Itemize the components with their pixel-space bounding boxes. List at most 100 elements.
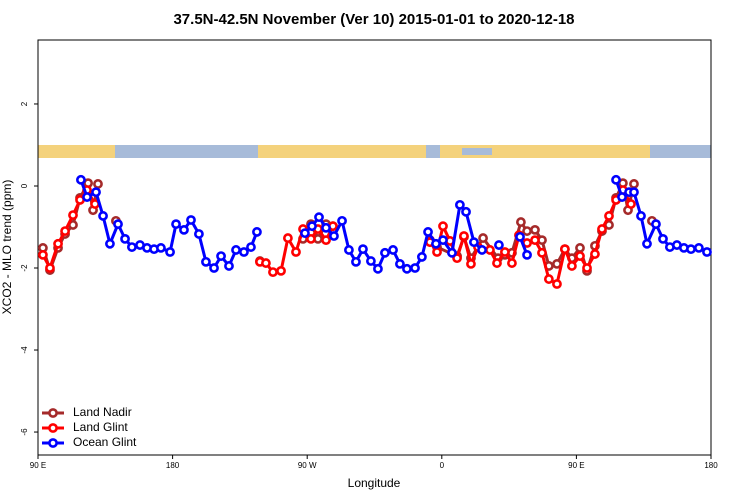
data-point <box>466 259 476 269</box>
legend-marker <box>48 408 58 418</box>
data-point <box>567 261 577 271</box>
y-tick-label: -2 <box>20 264 29 272</box>
legend-marker <box>48 438 58 448</box>
legend-marker <box>48 423 58 433</box>
data-point <box>209 263 219 273</box>
data-point <box>410 263 420 273</box>
data-point <box>522 249 532 260</box>
land-band <box>258 145 426 158</box>
data-point <box>337 215 347 226</box>
data-point <box>216 251 226 262</box>
data-point <box>693 243 704 253</box>
data-point <box>224 261 234 271</box>
data-point <box>417 252 427 262</box>
data-point <box>575 243 585 253</box>
data-point <box>395 259 405 269</box>
x-tick-label: 180 <box>166 461 180 470</box>
x-tick-label: 180 <box>704 461 718 470</box>
data-point <box>165 247 175 257</box>
series-line <box>43 183 652 271</box>
data-point <box>432 247 442 257</box>
data-point <box>76 174 86 185</box>
data-point <box>507 258 517 268</box>
data-point <box>93 179 103 189</box>
y-axis-label: XCO2 - MLO trend (ppm) <box>0 180 14 315</box>
data-point <box>314 212 324 223</box>
ocean-band <box>462 148 492 155</box>
data-point <box>60 226 70 236</box>
data-point <box>261 258 271 268</box>
data-point <box>438 235 448 246</box>
data-point <box>582 263 592 273</box>
data-point <box>388 245 398 255</box>
x-axis-label: Longitude <box>348 476 401 490</box>
x-tick-label: 90 E <box>568 461 584 470</box>
data-point <box>239 247 249 257</box>
data-point <box>171 219 181 230</box>
data-point <box>516 217 526 227</box>
data-point <box>344 245 354 255</box>
data-point <box>492 258 502 268</box>
land-band <box>440 145 650 158</box>
data-point <box>358 244 368 255</box>
chart-title: 37.5N-42.5N November (Ver 10) 2015-01-01… <box>173 11 574 28</box>
legend-label: Ocean Glint <box>73 435 137 449</box>
data-point <box>321 222 331 233</box>
data-point <box>636 211 646 221</box>
data-point <box>543 274 554 284</box>
data-point <box>127 242 137 252</box>
x-tick-label: 90 E <box>30 461 46 470</box>
data-point <box>702 247 712 257</box>
data-point <box>438 221 448 232</box>
data-point <box>98 211 108 221</box>
data-point <box>642 238 652 249</box>
data-point <box>478 233 488 243</box>
y-tick-label: -4 <box>20 346 29 354</box>
data-point <box>494 240 504 250</box>
data-point <box>300 228 310 239</box>
land-band <box>38 145 115 158</box>
data-point <box>45 263 55 273</box>
x-tick-label: 0 <box>440 461 445 470</box>
data-point <box>686 244 696 255</box>
data-point <box>530 224 540 235</box>
data-point <box>402 263 412 274</box>
data-point <box>459 231 469 241</box>
data-point <box>82 192 92 202</box>
data-point <box>156 243 166 253</box>
data-point <box>423 227 433 237</box>
data-point <box>626 199 636 209</box>
data-point <box>597 224 607 234</box>
data-point <box>53 238 63 249</box>
data-point <box>120 233 130 244</box>
data-point <box>461 206 471 217</box>
data-point <box>38 249 48 260</box>
data-point <box>91 187 101 198</box>
data-point <box>604 211 614 221</box>
data-point <box>113 219 123 230</box>
data-point <box>373 263 383 274</box>
data-point <box>366 256 376 266</box>
data-point <box>537 247 547 258</box>
data-point <box>651 219 661 230</box>
data-point <box>105 238 115 249</box>
data-point <box>268 267 278 278</box>
data-point <box>611 174 621 185</box>
legend-label: Land Glint <box>73 420 128 434</box>
data-point <box>629 187 639 198</box>
data-point <box>530 235 540 246</box>
data-point <box>306 233 316 244</box>
data-point <box>231 245 241 255</box>
data-point <box>575 251 585 262</box>
plot-frame <box>37 39 712 456</box>
data-point <box>276 265 286 276</box>
data-point <box>194 229 204 239</box>
data-point <box>380 247 390 258</box>
data-point <box>291 247 301 257</box>
data-point <box>307 221 317 232</box>
data-point <box>186 215 196 225</box>
data-point <box>252 227 262 237</box>
data-point <box>590 249 600 259</box>
data-point <box>68 210 78 221</box>
data-point <box>515 231 525 242</box>
